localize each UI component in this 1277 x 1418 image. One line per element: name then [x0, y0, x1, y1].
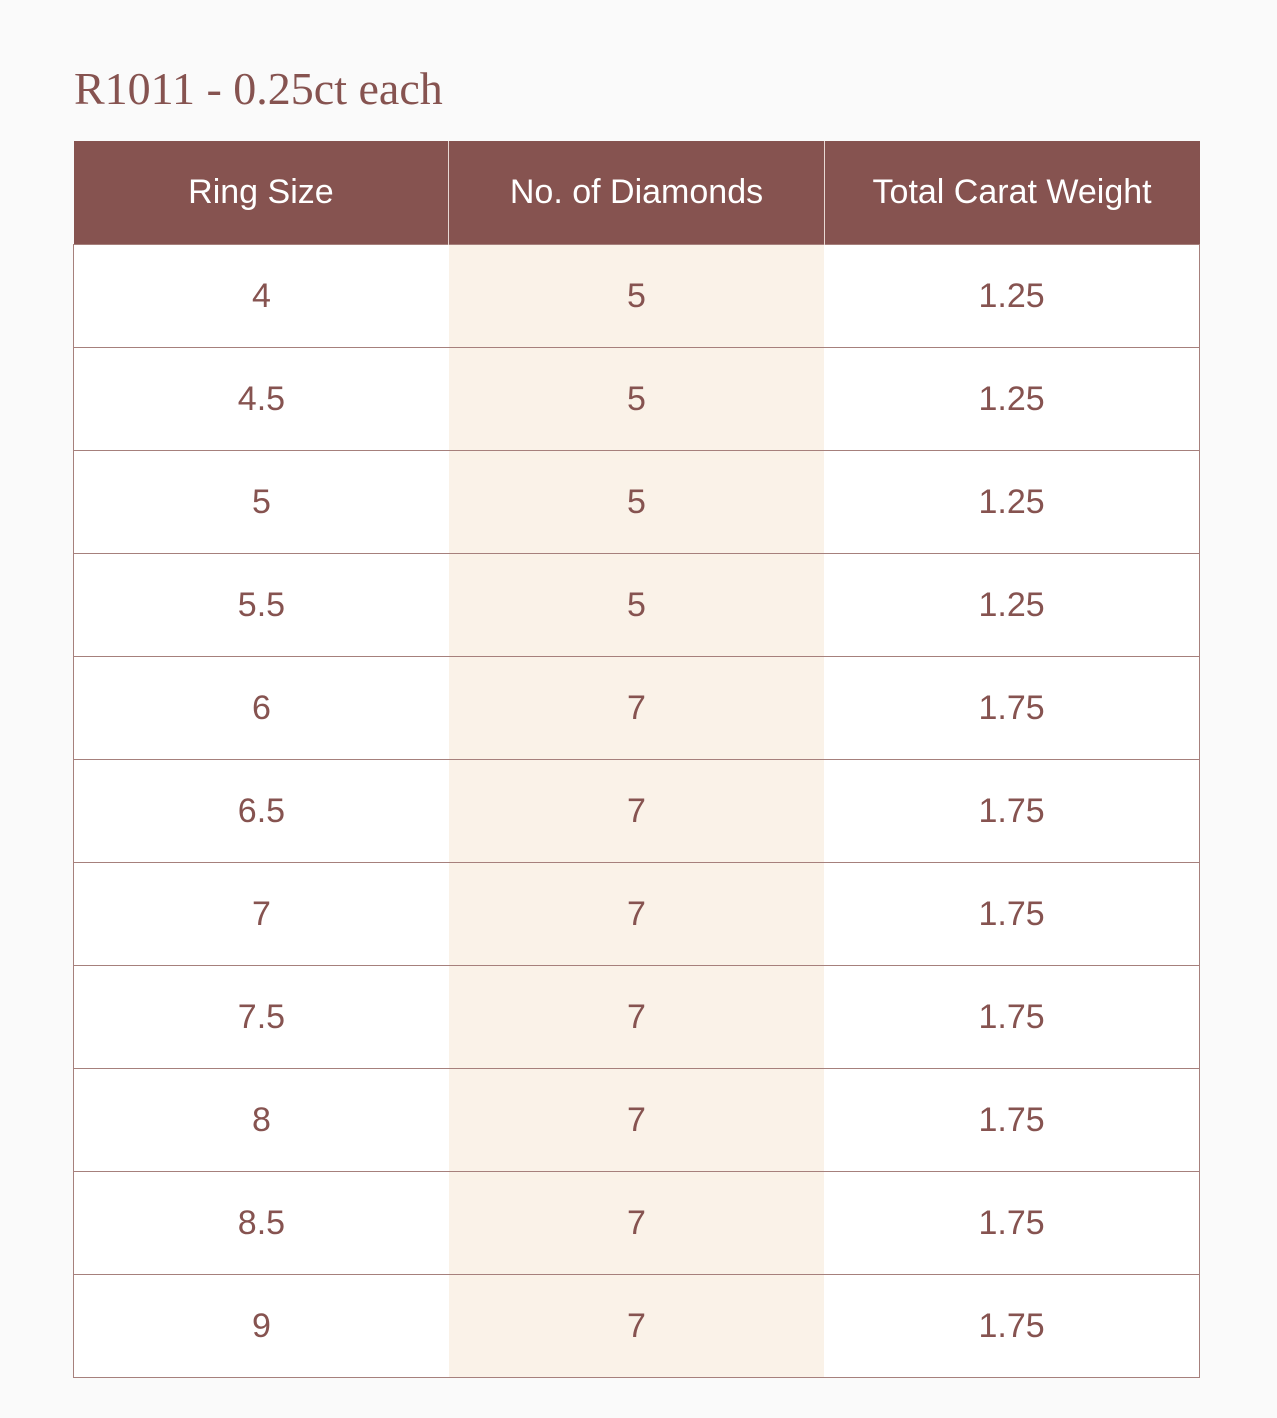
cell: 7: [448, 759, 825, 863]
row: 8.5 7 1.75: [72, 1171, 1201, 1275]
cell: 4.5: [72, 347, 449, 451]
header-row: Ring Size No. of Diamonds Total Carat Weig…: [73, 141, 1200, 245]
cell: 1.75: [824, 656, 1201, 760]
cell: 1.75: [824, 965, 1201, 1069]
cell: 5: [448, 347, 825, 451]
cell: 7: [448, 965, 825, 1069]
cell: 1.75: [824, 759, 1201, 863]
cell: 1.75: [824, 1171, 1201, 1275]
cell: 9: [72, 1274, 449, 1378]
cell: 6.5: [72, 759, 449, 863]
header-cell: Ring Size: [73, 141, 449, 245]
header-cell: No. of Diamonds: [448, 141, 825, 245]
cell: 5: [448, 450, 825, 554]
row: 5.5 5 1.25: [72, 553, 1201, 657]
cell: 5: [72, 450, 449, 554]
row: 8 7 1.75: [72, 1068, 1201, 1172]
row: 5 5 1.25: [72, 450, 1201, 554]
title: R1011 - 0.25ct each: [74, 63, 443, 114]
cell: 8: [72, 1068, 449, 1172]
cell: 7.5: [72, 965, 449, 1069]
header-cell: Total Carat Weight: [823, 141, 1200, 245]
cell: 8.5: [72, 1171, 449, 1275]
cell: 7: [448, 1171, 825, 1275]
cell: 7: [448, 862, 825, 966]
row: 4.5 5 1.25: [72, 347, 1201, 451]
size-table: Ring Size No. of Diamonds Total Carat Weig…: [72, 141, 1201, 1378]
cell: 5: [448, 244, 825, 348]
row: 6 7 1.75: [72, 656, 1201, 760]
cell: 6: [72, 656, 449, 760]
cell: 1.75: [824, 1274, 1201, 1378]
cell: 1.75: [824, 1068, 1201, 1172]
cell: 1.25: [824, 347, 1201, 451]
cell: 7: [448, 656, 825, 760]
row: 9 7 1.75: [72, 1274, 1201, 1378]
cell: 1.25: [824, 450, 1201, 554]
cell: 1.25: [824, 244, 1201, 348]
cell: 7: [72, 862, 449, 966]
cell: 1.25: [824, 553, 1201, 657]
cell: 5.5: [72, 553, 449, 657]
cell: 4: [72, 244, 449, 348]
cell: 7: [448, 1274, 825, 1378]
cell: 5: [448, 553, 825, 657]
row: 6.5 7 1.75: [72, 759, 1201, 863]
cell: 7: [448, 1068, 825, 1172]
cell: 1.75: [824, 862, 1201, 966]
row: 7 7 1.75: [72, 862, 1201, 966]
row: 4 5 1.25: [72, 244, 1201, 348]
row: 7.5 7 1.75: [72, 965, 1201, 1069]
